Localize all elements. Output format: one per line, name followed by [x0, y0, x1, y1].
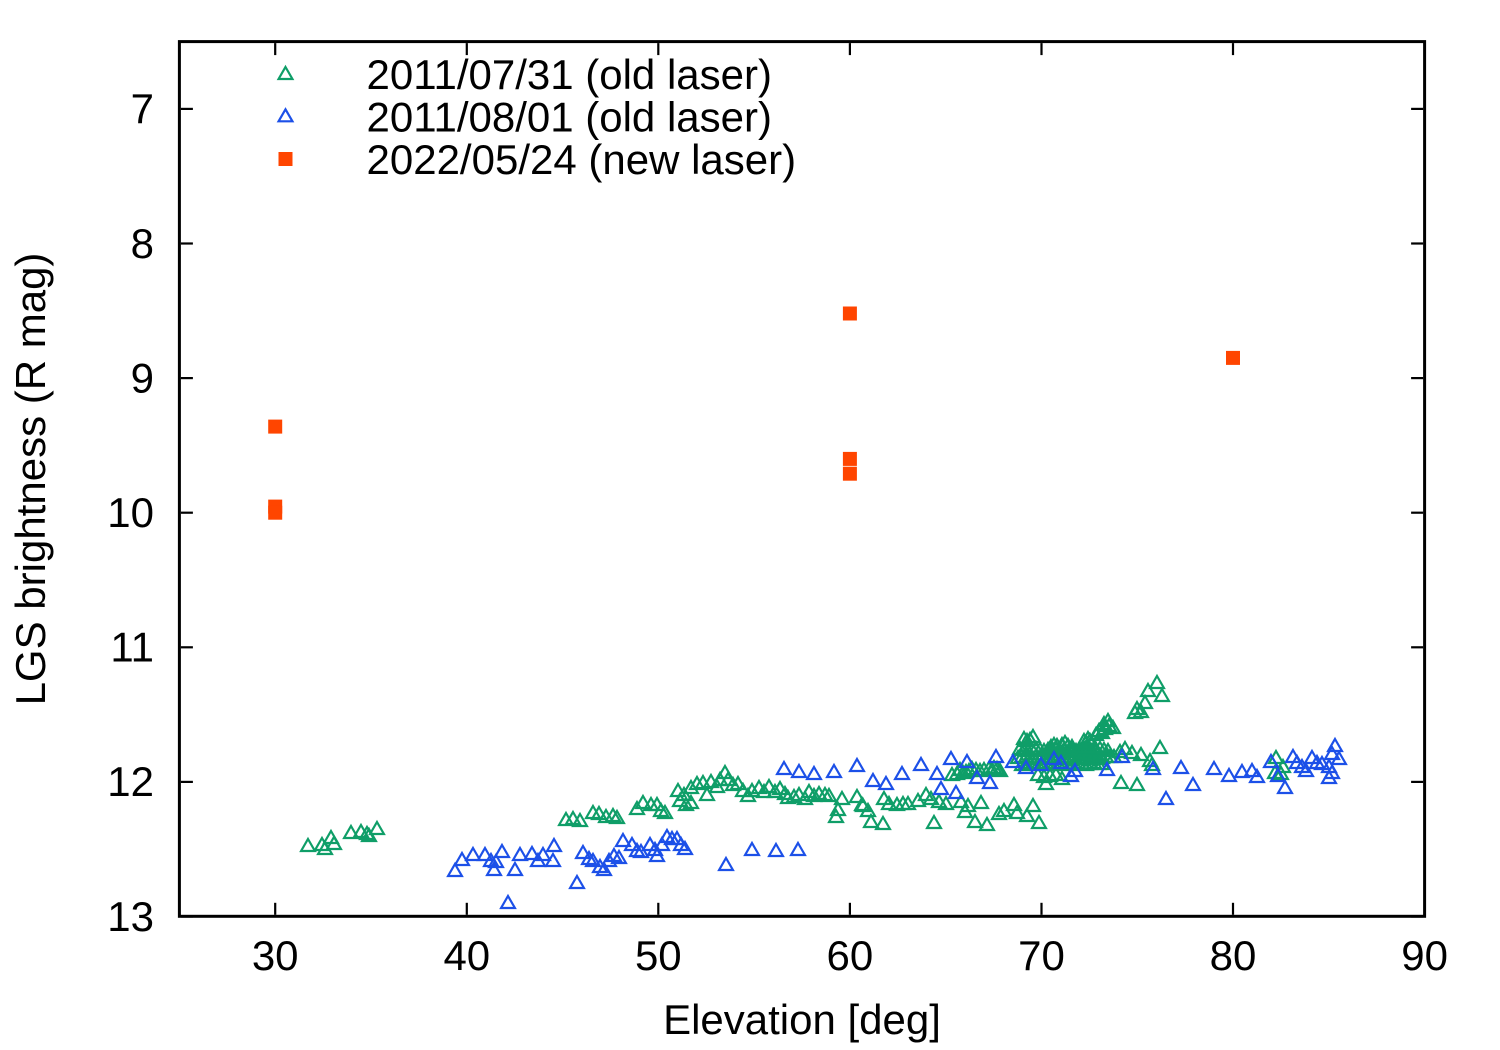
svg-text:Elevation [deg]: Elevation [deg] [663, 996, 941, 1043]
svg-text:30: 30 [252, 932, 299, 979]
svg-text:9: 9 [131, 354, 154, 401]
svg-text:2022/05/24 (new laser): 2022/05/24 (new laser) [367, 136, 797, 183]
svg-text:2011/08/01 (old laser): 2011/08/01 (old laser) [367, 94, 772, 141]
svg-text:90: 90 [1401, 932, 1448, 979]
svg-text:11: 11 [110, 624, 154, 671]
svg-text:60: 60 [827, 932, 874, 979]
svg-text:80: 80 [1210, 932, 1257, 979]
svg-text:70: 70 [1018, 932, 1065, 979]
svg-text:10: 10 [107, 489, 154, 536]
svg-text:8: 8 [131, 220, 154, 267]
svg-text:7: 7 [131, 85, 154, 132]
svg-text:40: 40 [443, 932, 490, 979]
svg-text:2011/07/31 (old laser): 2011/07/31 (old laser) [367, 51, 772, 98]
svg-text:12: 12 [107, 758, 154, 805]
svg-text:50: 50 [635, 932, 682, 979]
svg-text:13: 13 [107, 893, 154, 940]
svg-text:LGS brightness (R mag): LGS brightness (R mag) [7, 253, 54, 706]
